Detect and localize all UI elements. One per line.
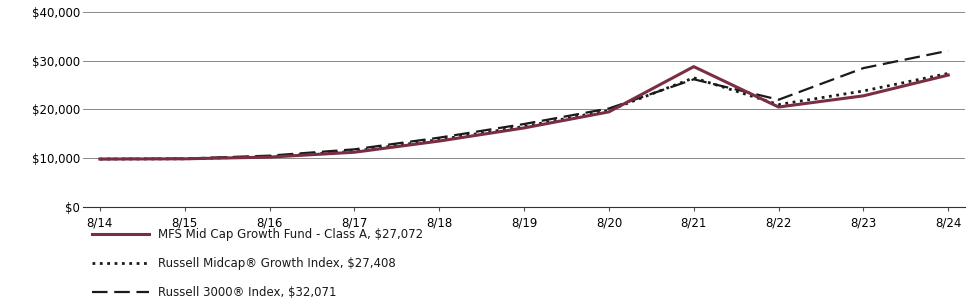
Text: Russell 3000® Index, $32,071: Russell 3000® Index, $32,071 — [158, 285, 336, 299]
Text: Russell Midcap® Growth Index, $27,408: Russell Midcap® Growth Index, $27,408 — [158, 257, 396, 270]
Text: MFS Mid Cap Growth Fund - Class A, $27,072: MFS Mid Cap Growth Fund - Class A, $27,0… — [158, 228, 423, 241]
